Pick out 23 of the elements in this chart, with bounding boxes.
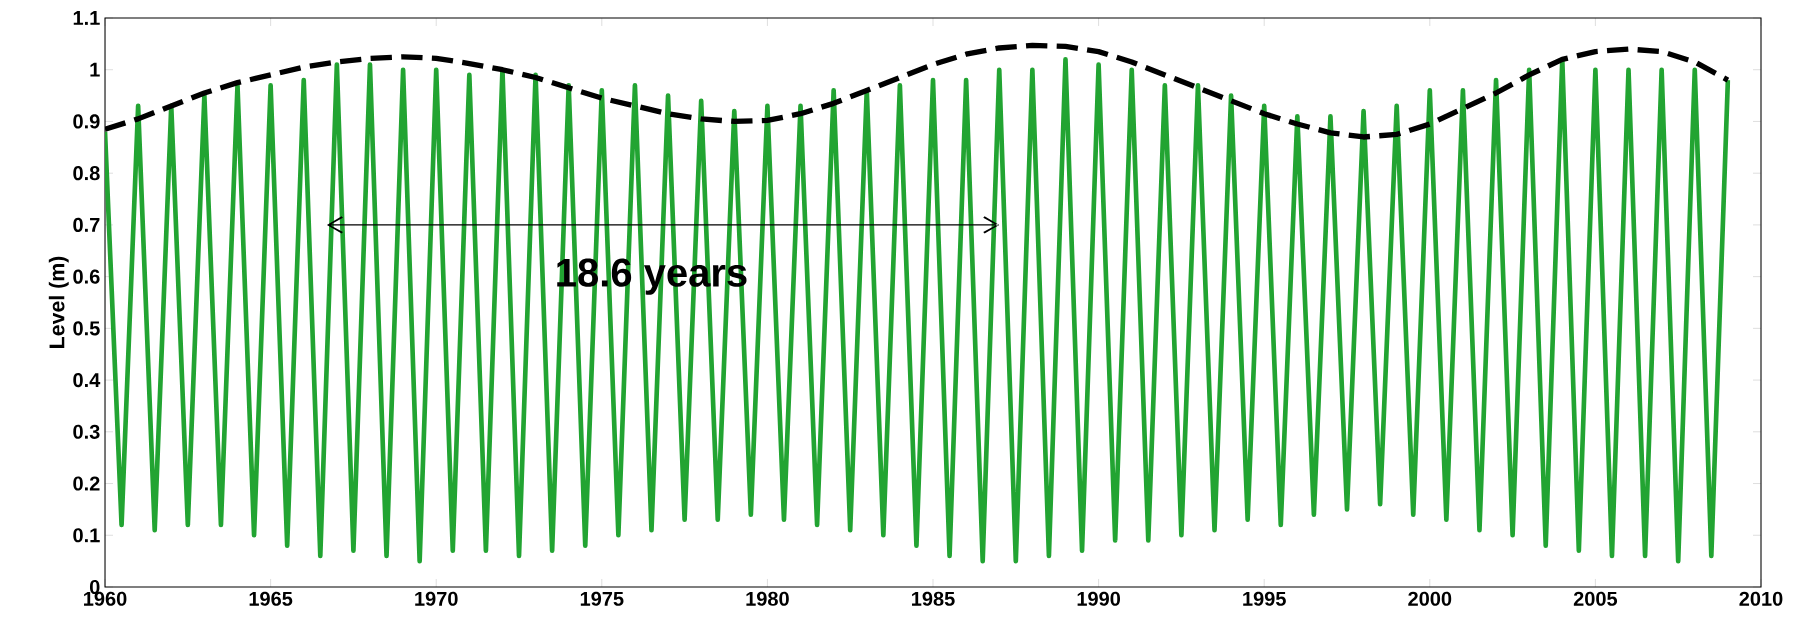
y-tick-label: 0.4 bbox=[73, 373, 101, 388]
y-tick-label: 1.1 bbox=[73, 11, 100, 25]
x-tick-label: 2005 bbox=[1573, 591, 1618, 606]
x-tick-label: 1995 bbox=[1243, 591, 1286, 606]
y-tick-label: 0.9 bbox=[73, 114, 100, 129]
x-tick-label: 1970 bbox=[415, 591, 458, 606]
y-tick-label: 0.1 bbox=[73, 528, 100, 543]
x-tick-label: 2000 bbox=[1408, 591, 1452, 606]
x-tick-label: 1990 bbox=[1077, 591, 1121, 606]
x-tick-label: 1965 bbox=[249, 591, 293, 606]
x-tick-label: 1985 bbox=[912, 591, 955, 606]
y-tick-label: 0.7 bbox=[73, 217, 100, 232]
line-series bbox=[105, 57, 1731, 564]
y-tick-label: 0.2 bbox=[73, 476, 100, 491]
y-tick-label: 0.6 bbox=[73, 269, 100, 284]
y-tick-label: 0.5 bbox=[73, 321, 100, 336]
y-tick-label: 1 bbox=[90, 62, 100, 77]
y-tick-label: 0.3 bbox=[73, 424, 100, 439]
y-axis-title: Level (m) bbox=[48, 256, 69, 348]
y-tick-label: 0.8 bbox=[73, 166, 100, 181]
x-tick-label: 1975 bbox=[580, 591, 624, 606]
x-tick-label: 2010 bbox=[1739, 591, 1783, 606]
x-tick-label: 1980 bbox=[746, 591, 789, 606]
